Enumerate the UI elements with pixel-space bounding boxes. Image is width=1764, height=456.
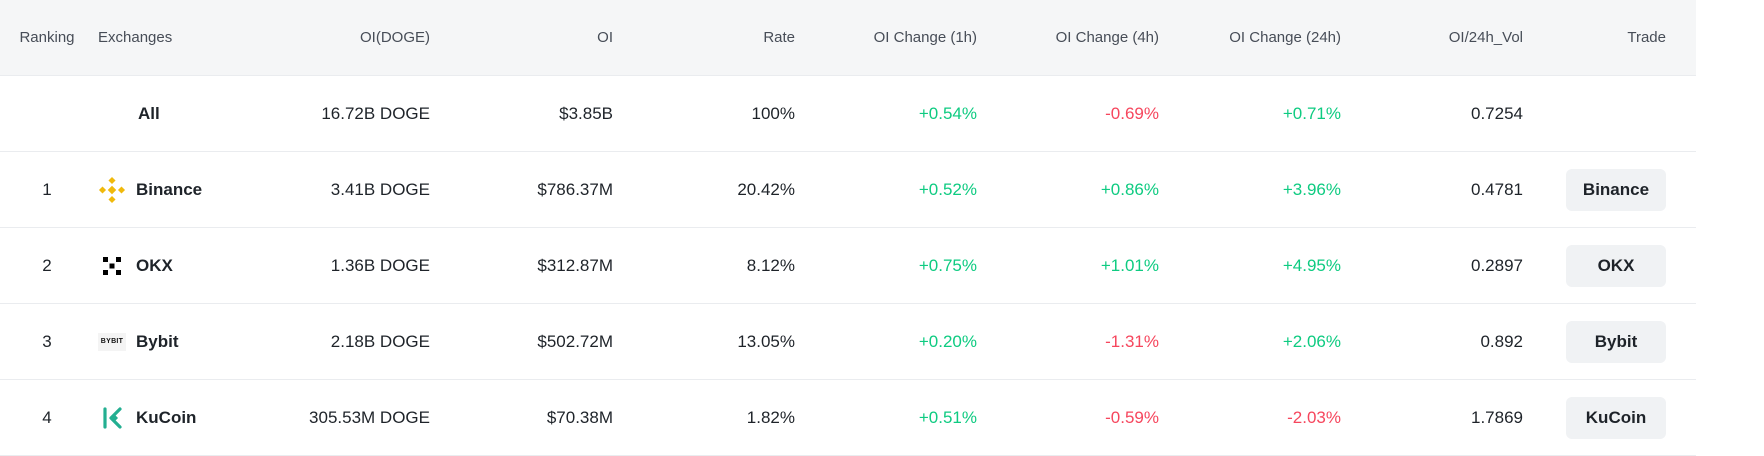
rank-cell: 3 bbox=[42, 331, 52, 351]
header-oi-change-24h[interactable]: OI Change (24h) bbox=[1229, 29, 1341, 46]
table-row-all: All 16.72B DOGE $3.85B 100% +0.54% -0.69… bbox=[0, 76, 1696, 152]
rank-cell: 1 bbox=[42, 179, 52, 199]
bybit-logo-text: BYBIT bbox=[98, 332, 126, 351]
trade-okx-button[interactable]: OKX bbox=[1566, 244, 1666, 287]
exchange-cell[interactable]: Binance bbox=[94, 176, 244, 204]
oi-change-24h-cell: +4.95% bbox=[1282, 255, 1341, 275]
bybit-logo-icon: BYBIT bbox=[98, 328, 126, 356]
oi-change-24h-cell: -2.03% bbox=[1287, 407, 1341, 427]
oi-change-24h-cell: +2.06% bbox=[1282, 331, 1341, 351]
oi-cell: $502.72M bbox=[537, 331, 613, 351]
trade-binance-button[interactable]: Binance bbox=[1566, 168, 1666, 211]
oi-24h-vol-cell: 0.2897 bbox=[1471, 255, 1523, 275]
exchange-cell: All bbox=[94, 104, 244, 124]
header-trade: Trade bbox=[1627, 29, 1666, 46]
trade-bybit-button[interactable]: Bybit bbox=[1566, 320, 1666, 363]
rank-cell: 2 bbox=[42, 255, 52, 275]
trade-cell: OKX bbox=[1523, 244, 1676, 287]
trade-kucoin-button[interactable]: KuCoin bbox=[1566, 396, 1666, 439]
oi-24h-vol-cell: 0.4781 bbox=[1471, 179, 1523, 199]
header-oi-doge[interactable]: OI(DOGE) bbox=[360, 29, 430, 46]
oi-change-1h-cell: +0.52% bbox=[918, 179, 977, 199]
oi-change-4h-cell: +0.86% bbox=[1100, 179, 1159, 199]
exchange-name: KuCoin bbox=[136, 407, 197, 427]
header-rate[interactable]: Rate bbox=[763, 29, 795, 46]
oi-change-1h-cell: +0.75% bbox=[918, 255, 977, 275]
trade-cell: Bybit bbox=[1523, 320, 1676, 363]
table-row-binance: 1 Binance 3.41B DOGE $786.37M 20.42% +0.… bbox=[0, 152, 1696, 228]
oi-change-4h-cell: +1.01% bbox=[1100, 255, 1159, 275]
rate-cell: 20.42% bbox=[737, 179, 795, 199]
kucoin-logo-icon bbox=[98, 404, 126, 432]
oi-cell: $312.87M bbox=[537, 255, 613, 275]
table-header: Ranking Exchanges OI(DOGE) OI Rate OI Ch… bbox=[0, 0, 1696, 76]
oi-change-4h-cell: -0.59% bbox=[1105, 407, 1159, 427]
exchange-name: OKX bbox=[136, 255, 173, 275]
oi-doge-cell: 1.36B DOGE bbox=[330, 255, 430, 275]
oi-doge-cell: 2.18B DOGE bbox=[330, 331, 430, 351]
table-row-bybit: 3 BYBIT Bybit 2.18B DOGE $502.72M 13.05%… bbox=[0, 304, 1696, 380]
rate-cell: 8.12% bbox=[746, 255, 795, 275]
table-row-kucoin: 4 KuCoin 305.53M DOGE $70.38M 1.82% +0.5… bbox=[0, 380, 1696, 456]
binance-logo-icon bbox=[98, 176, 126, 204]
oi-change-1h-cell: +0.51% bbox=[918, 407, 977, 427]
oi-24h-vol-cell: 1.7869 bbox=[1471, 407, 1523, 427]
oi-change-24h-cell: +0.71% bbox=[1282, 103, 1341, 123]
exchange-cell[interactable]: BYBIT Bybit bbox=[94, 328, 244, 356]
header-ranking[interactable]: Ranking bbox=[19, 29, 75, 46]
trade-cell: Binance bbox=[1523, 168, 1676, 211]
rank-cell: 4 bbox=[42, 407, 52, 427]
rate-cell: 13.05% bbox=[737, 331, 795, 351]
exchange-cell[interactable]: OKX bbox=[94, 252, 244, 280]
exchange-name: Binance bbox=[136, 179, 203, 199]
okx-logo-icon bbox=[98, 252, 126, 280]
header-exchanges[interactable]: Exchanges bbox=[98, 29, 173, 46]
oi-doge-cell: 305.53M DOGE bbox=[309, 407, 430, 427]
oi-change-1h-cell: +0.54% bbox=[918, 103, 977, 123]
exchange-name: All bbox=[138, 103, 160, 123]
oi-24h-vol-cell: 0.892 bbox=[1480, 331, 1523, 351]
oi-change-24h-cell: +3.96% bbox=[1282, 179, 1341, 199]
oi-change-1h-cell: +0.20% bbox=[918, 331, 977, 351]
oi-doge-cell: 16.72B DOGE bbox=[321, 103, 430, 123]
header-oi-change-4h[interactable]: OI Change (4h) bbox=[1055, 29, 1159, 46]
oi-cell: $786.37M bbox=[537, 179, 613, 199]
header-oi[interactable]: OI bbox=[597, 29, 613, 46]
oi-cell: $3.85B bbox=[559, 103, 613, 123]
exchange-cell[interactable]: KuCoin bbox=[94, 404, 244, 432]
rate-cell: 100% bbox=[751, 103, 795, 123]
header-oi-change-1h[interactable]: OI Change (1h) bbox=[873, 29, 977, 46]
table-row-okx: 2 OKX 1.36B DOGE $312.87M 8.12% +0.75% +… bbox=[0, 228, 1696, 304]
oi-24h-vol-cell: 0.7254 bbox=[1471, 103, 1523, 123]
trade-cell: KuCoin bbox=[1523, 396, 1676, 439]
oi-change-4h-cell: -0.69% bbox=[1105, 103, 1159, 123]
exchange-name: Bybit bbox=[136, 331, 179, 351]
oi-cell: $70.38M bbox=[546, 407, 613, 427]
rate-cell: 1.82% bbox=[746, 407, 795, 427]
open-interest-table: Ranking Exchanges OI(DOGE) OI Rate OI Ch… bbox=[0, 0, 1696, 456]
header-oi-24h-vol[interactable]: OI/24h_Vol bbox=[1448, 29, 1523, 46]
oi-doge-cell: 3.41B DOGE bbox=[330, 179, 430, 199]
oi-change-4h-cell: -1.31% bbox=[1105, 331, 1159, 351]
